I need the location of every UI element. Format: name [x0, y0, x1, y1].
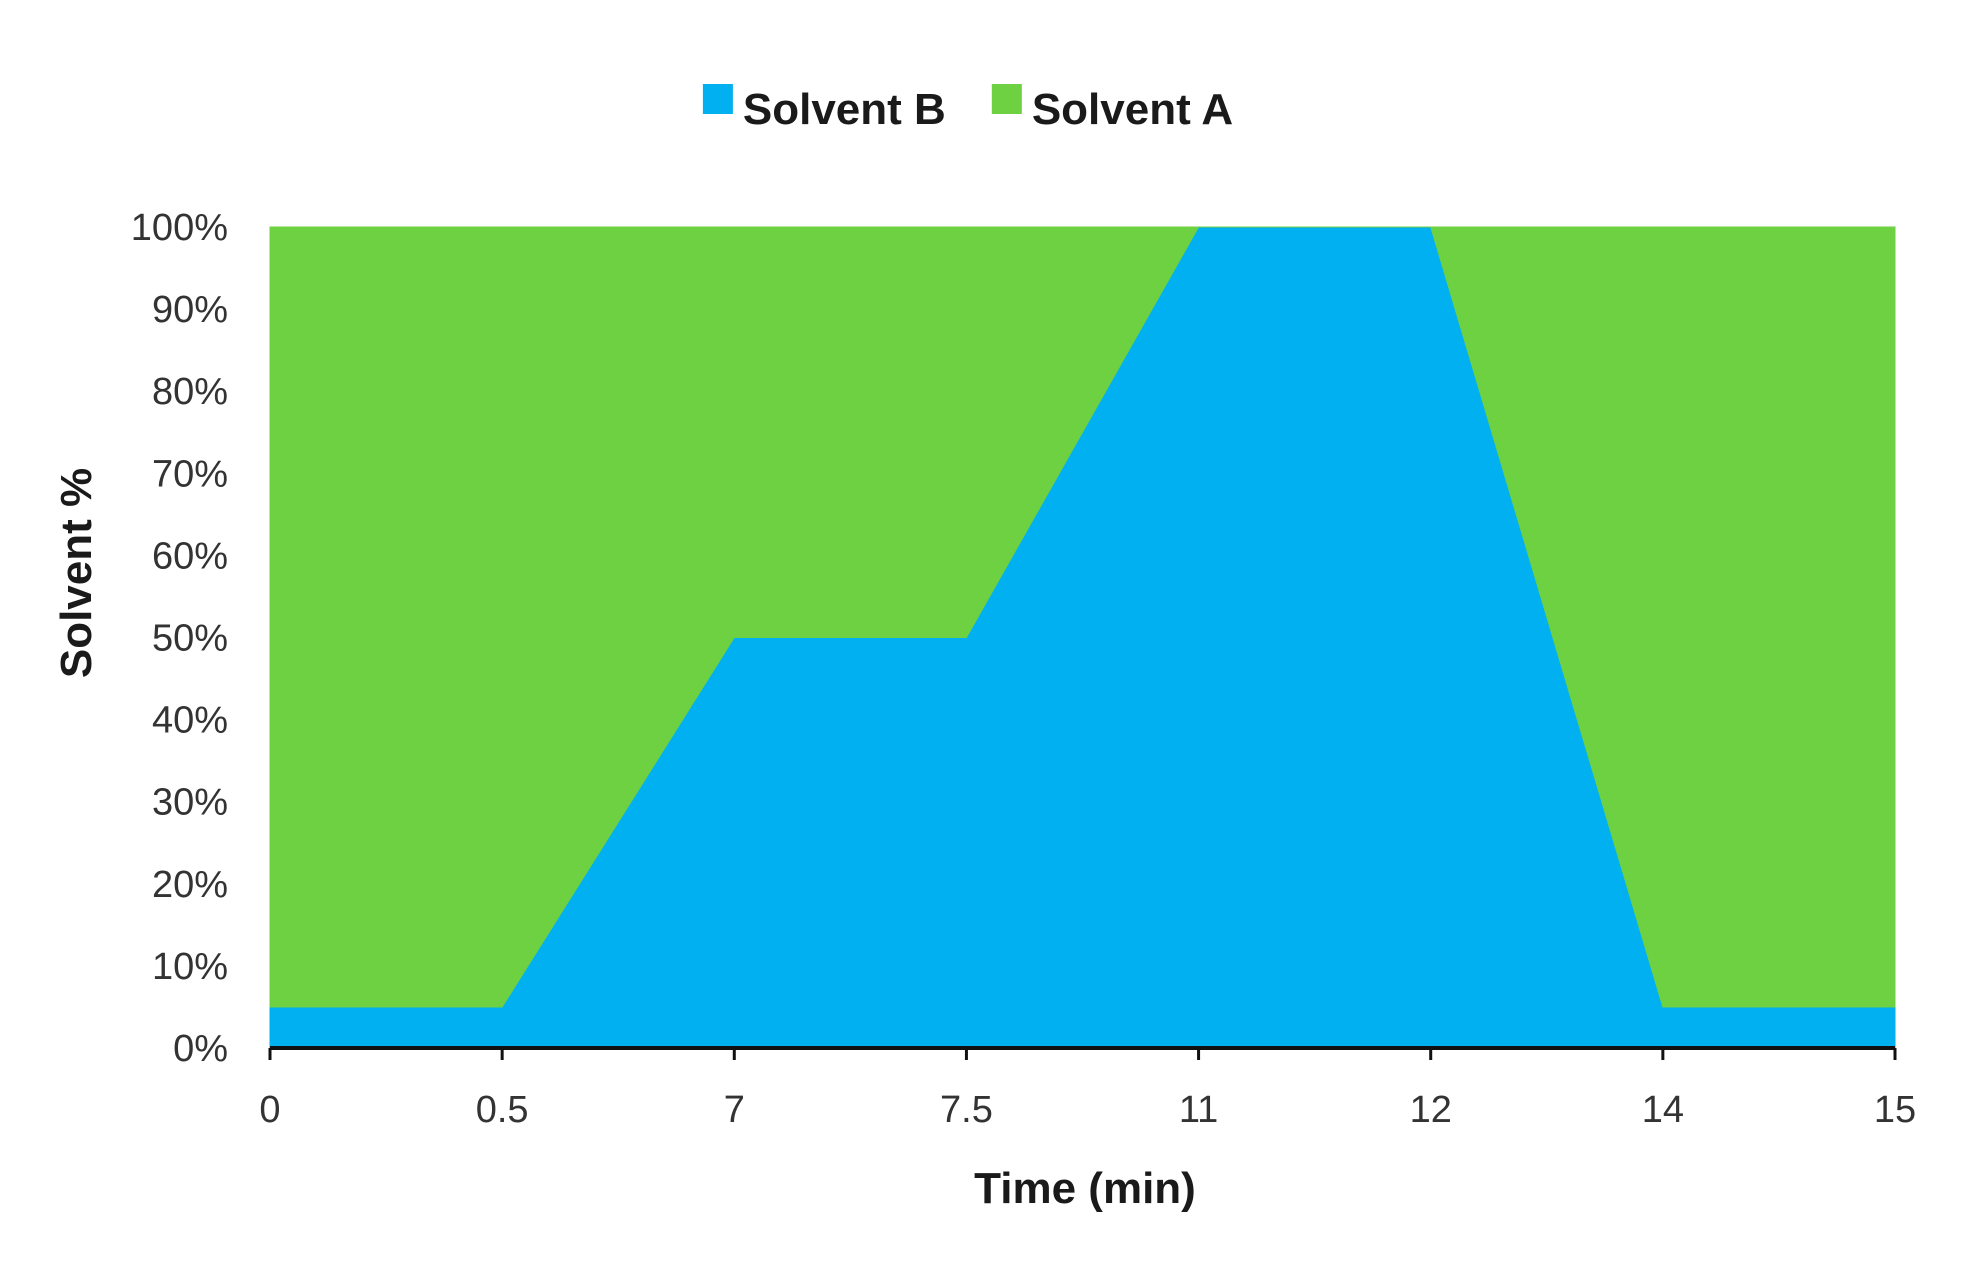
y-tick-label: 80% — [152, 371, 228, 413]
y-tick-label: 90% — [152, 289, 228, 331]
y-tick-label: 70% — [152, 453, 228, 495]
y-tick-label: 0% — [173, 1028, 228, 1070]
x-tick-label: 11 — [1179, 1089, 1218, 1131]
x-axis-title: Time (min) — [974, 1164, 1196, 1213]
y-tick-label: 40% — [152, 700, 228, 742]
legend-swatch — [991, 84, 1022, 114]
y-tick-label: 20% — [152, 864, 228, 906]
y-tick-label: 60% — [152, 535, 228, 577]
y-tick-label: 50% — [152, 618, 228, 660]
x-tick-label: 12 — [1410, 1089, 1452, 1131]
y-axis: 0% 10% 20% 30% 40% 50% 60% 70% 80% 90% 100% — [131, 207, 228, 1070]
x-tick-label: 0.5 — [476, 1089, 529, 1131]
x-axis: 0 0.5 7 7.5 11 12 14 15 — [259, 1046, 1916, 1131]
y-tick-label: 10% — [152, 946, 228, 988]
legend-item-solvent-b: Solvent B — [702, 84, 946, 134]
legend: Solvent B Solvent A — [702, 84, 1233, 134]
y-axis-title: Solvent % — [52, 468, 101, 678]
legend-label: Solvent B — [743, 85, 946, 134]
x-tick-label: 0 — [259, 1089, 280, 1131]
legend-swatch — [702, 84, 733, 114]
x-tick-label: 14 — [1642, 1089, 1684, 1131]
x-tick-label: 15 — [1874, 1089, 1916, 1131]
legend-label: Solvent A — [1032, 85, 1233, 134]
y-tick-label: 100% — [131, 207, 228, 249]
plot-area — [269, 226, 1896, 1049]
y-tick-label: 30% — [152, 782, 228, 824]
legend-item-solvent-a: Solvent A — [991, 84, 1233, 134]
x-tick-label: 7.5 — [940, 1089, 993, 1131]
x-tick-label: 7 — [724, 1089, 745, 1131]
area-solvent-a — [269, 226, 1896, 1008]
